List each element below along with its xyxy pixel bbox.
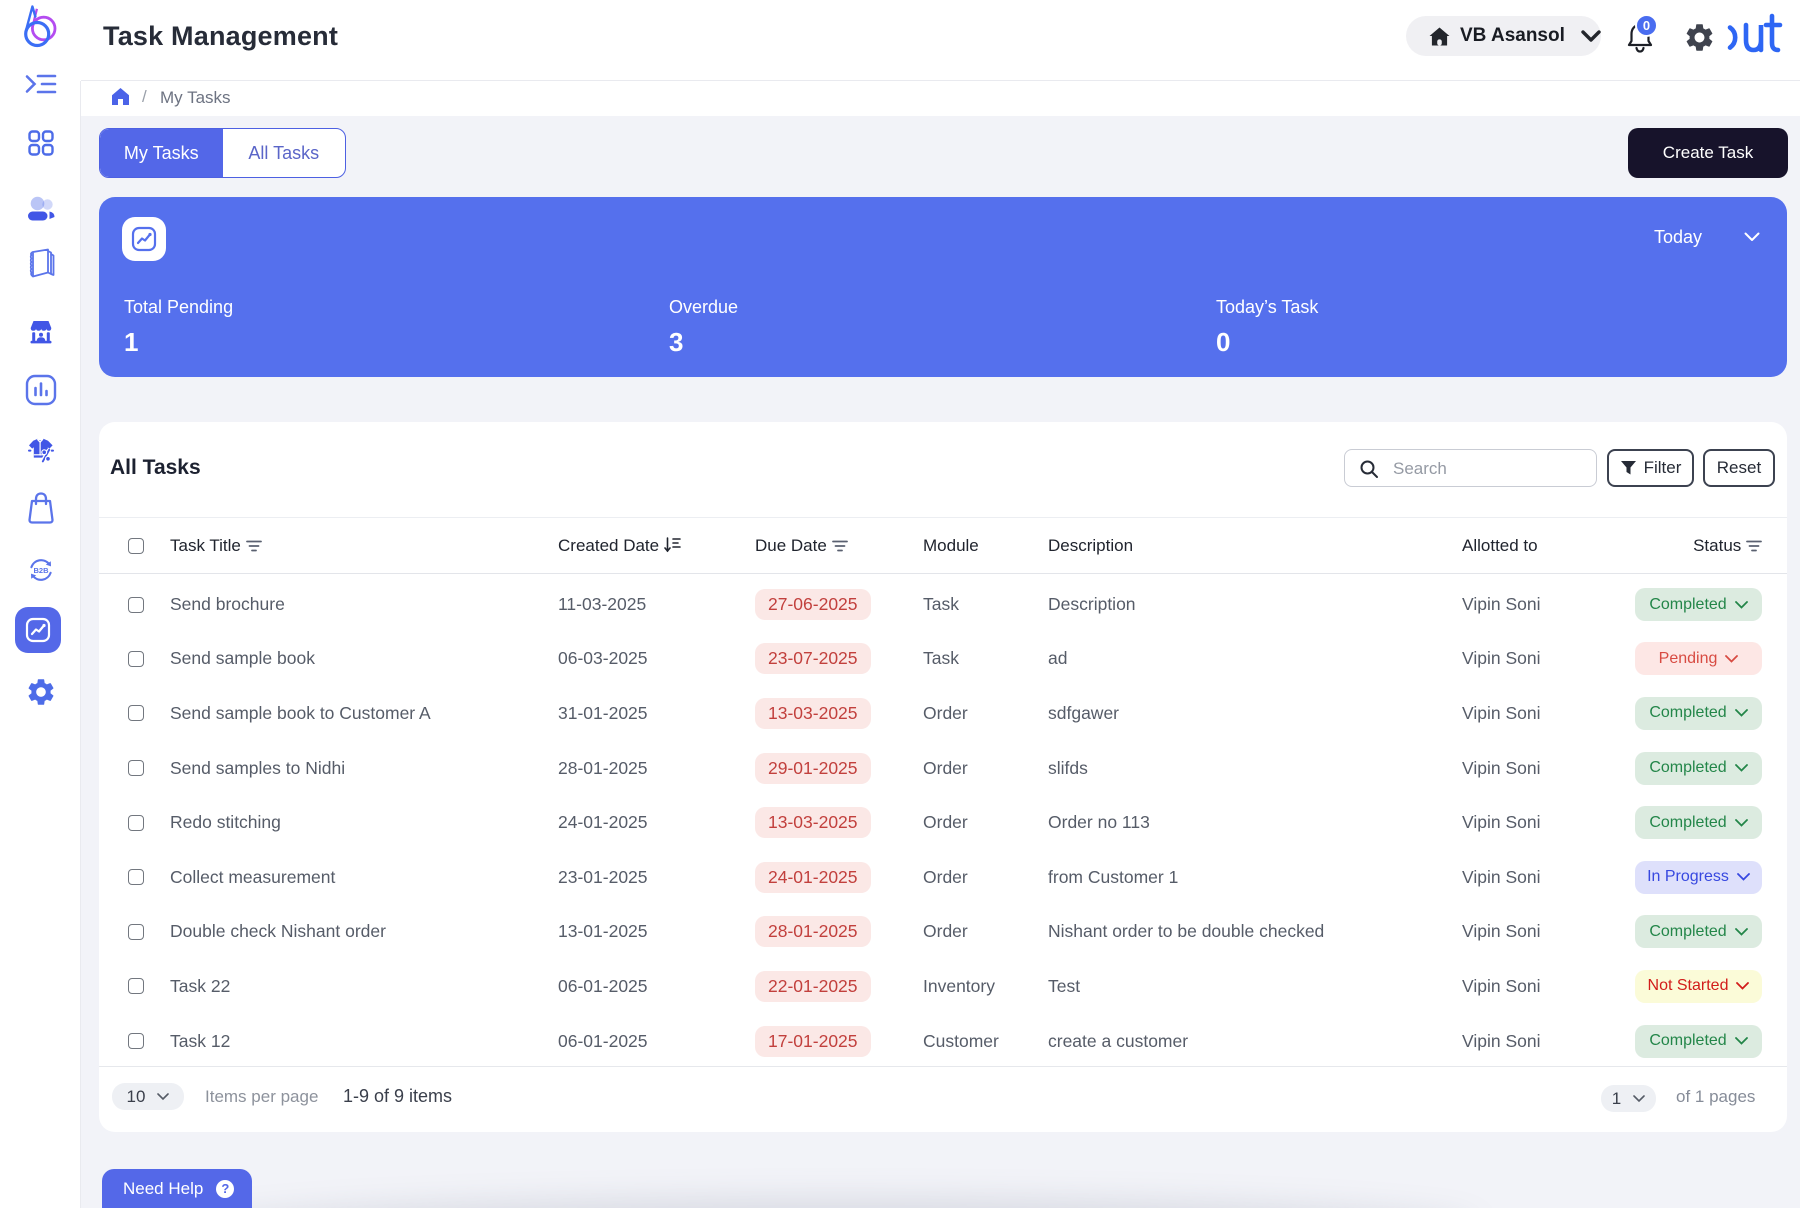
svg-text:B2B: B2B bbox=[33, 566, 49, 575]
